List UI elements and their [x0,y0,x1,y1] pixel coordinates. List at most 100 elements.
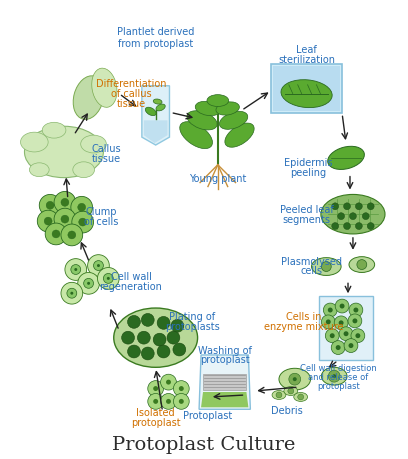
Ellipse shape [322,368,347,385]
Circle shape [179,386,184,391]
Circle shape [367,203,374,210]
Circle shape [357,260,367,270]
Circle shape [338,213,345,220]
Ellipse shape [42,123,66,139]
Circle shape [334,316,348,330]
Circle shape [137,331,150,344]
Circle shape [332,375,336,378]
Text: enzyme mixture: enzyme mixture [264,321,344,331]
Text: tissue: tissue [92,153,121,163]
Ellipse shape [279,369,310,390]
Circle shape [67,289,77,298]
Text: of cells: of cells [84,217,119,227]
Circle shape [141,347,154,360]
Circle shape [70,292,73,295]
Polygon shape [273,67,340,112]
Ellipse shape [114,308,197,368]
Circle shape [336,345,341,350]
Circle shape [61,283,83,304]
Ellipse shape [225,124,254,148]
Text: from protoplast: from protoplast [118,39,193,49]
Circle shape [61,199,69,207]
Circle shape [288,388,294,394]
Ellipse shape [81,136,106,154]
Text: Callus: Callus [91,144,121,154]
Ellipse shape [20,133,48,152]
Circle shape [339,321,344,325]
Ellipse shape [195,102,221,117]
Ellipse shape [187,112,217,131]
Circle shape [122,331,135,344]
Circle shape [355,223,362,230]
Circle shape [153,399,158,404]
Circle shape [93,261,103,271]
Ellipse shape [145,108,156,117]
Circle shape [52,230,60,238]
Circle shape [161,375,176,390]
Circle shape [335,299,349,313]
Ellipse shape [180,123,213,149]
Circle shape [339,304,345,309]
Polygon shape [203,375,246,390]
Text: protoplast: protoplast [317,381,359,390]
Circle shape [353,308,358,313]
Circle shape [173,381,189,397]
Text: Leaf: Leaf [296,45,317,55]
Circle shape [332,203,339,210]
Circle shape [128,316,140,329]
Circle shape [153,334,166,346]
Circle shape [332,223,339,230]
Circle shape [46,202,54,210]
Circle shape [107,277,110,280]
Circle shape [289,374,301,385]
Ellipse shape [284,387,298,396]
Ellipse shape [220,112,248,130]
Circle shape [98,268,119,290]
Text: regeneration: regeneration [100,282,162,291]
Circle shape [344,223,350,230]
Circle shape [350,213,357,220]
Circle shape [322,262,331,272]
Circle shape [171,320,184,332]
Circle shape [87,282,90,285]
Circle shape [61,224,83,246]
Circle shape [179,399,184,404]
Ellipse shape [349,257,375,273]
Polygon shape [199,355,251,409]
Ellipse shape [73,77,104,120]
Circle shape [167,331,180,344]
Circle shape [72,212,93,234]
Polygon shape [271,65,342,114]
Text: Protoplast Culture: Protoplast Culture [112,436,296,453]
Text: and release of: and release of [308,372,368,381]
Circle shape [71,265,81,275]
Ellipse shape [156,105,165,112]
Circle shape [166,380,171,385]
Circle shape [173,343,186,356]
Circle shape [353,319,357,324]
Circle shape [148,381,164,397]
Text: Peeled leaf: Peeled leaf [280,205,333,215]
Text: protoplasts: protoplasts [165,321,220,331]
Text: Debris: Debris [271,405,303,415]
Text: cells: cells [301,266,322,276]
Circle shape [128,345,140,358]
Circle shape [161,394,176,409]
Circle shape [44,218,52,225]
Circle shape [328,308,333,313]
Circle shape [71,197,93,218]
Ellipse shape [328,147,364,170]
Text: protoplast: protoplast [131,417,180,427]
Text: peeling: peeling [290,168,327,177]
Text: Plating of: Plating of [169,311,215,321]
Circle shape [37,211,59,232]
Circle shape [97,264,100,268]
Circle shape [339,327,353,341]
Text: Washing of: Washing of [198,345,252,355]
Text: Cells in: Cells in [286,311,322,321]
Text: Clump: Clump [86,207,117,217]
Circle shape [348,314,362,328]
Circle shape [322,315,335,329]
Circle shape [344,339,358,353]
Text: Differentiation: Differentiation [96,78,166,89]
